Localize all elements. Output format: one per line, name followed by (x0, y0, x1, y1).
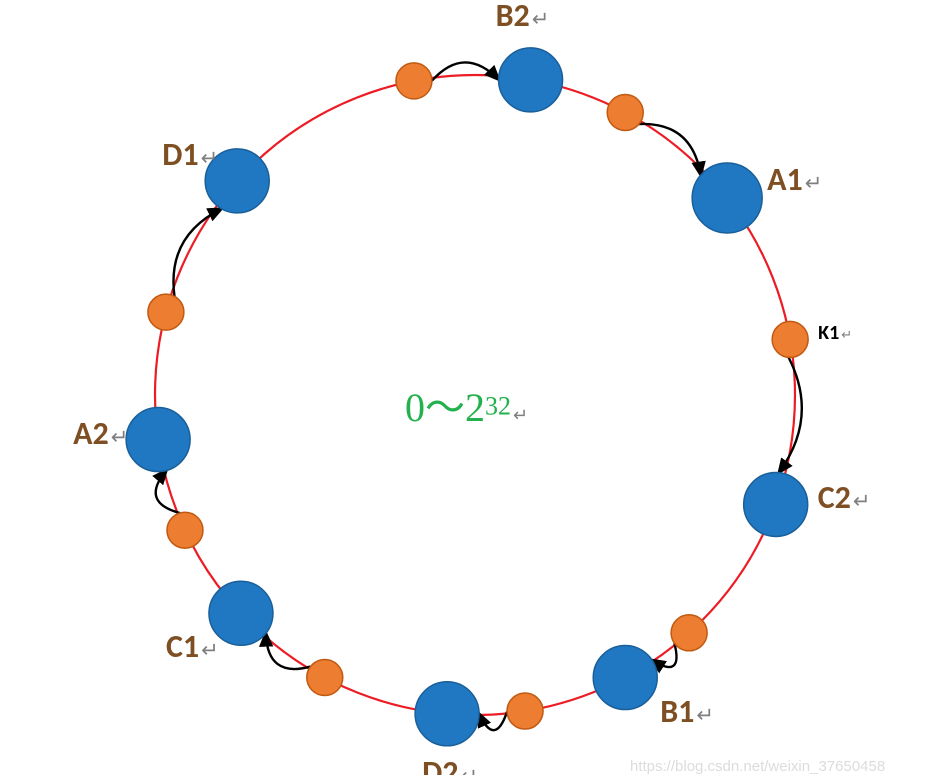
server-label-a1: A1↵ (767, 160, 822, 199)
range-base: 0～2 (405, 385, 485, 430)
mapping-arrow (778, 357, 801, 473)
return-mark-icon: ↵ (532, 8, 549, 31)
server-node-b1 (593, 646, 657, 710)
server-node-d2 (415, 682, 479, 746)
key-node (772, 321, 808, 357)
server-label-d2: D2↵ (422, 753, 478, 775)
mapping-arrow (639, 124, 701, 176)
server-node-c1 (209, 581, 273, 645)
server-label-d2-text: D2 (422, 753, 458, 775)
server-node-b2 (499, 48, 563, 112)
mapping-arrow (156, 470, 180, 513)
server-label-d1-text: D1 (162, 135, 198, 174)
return-mark-icon: ↵ (201, 147, 218, 170)
server-label-c1-text: C1 (166, 627, 199, 666)
mapping-arrow (432, 62, 499, 80)
server-node-a1 (692, 163, 762, 233)
key-label-k1: K1↵ (818, 321, 852, 345)
key-node (396, 63, 432, 99)
return-mark-icon: ↵ (841, 327, 852, 342)
server-label-b2-text: B2 (496, 0, 530, 35)
range-exponent: 32 (485, 392, 511, 421)
server-label-c1: C1↵ (166, 627, 219, 666)
server-label-a2-text: A2 (73, 414, 109, 453)
hash-space-range: 0～232↵ (405, 375, 528, 433)
return-mark-icon: ↵ (111, 426, 128, 449)
key-node (607, 94, 643, 130)
return-mark-icon: ↵ (696, 704, 713, 727)
server-label-d1: D1↵ (162, 135, 218, 174)
return-mark-icon: ↵ (805, 172, 822, 195)
return-mark-icon: ↵ (513, 405, 528, 425)
server-label-a2: A2↵ (73, 414, 128, 453)
key-node (148, 294, 184, 330)
server-label-b1-text: B1 (660, 692, 694, 731)
key-label-k1-text: K1 (818, 321, 839, 345)
return-mark-icon: ↵ (201, 639, 218, 662)
mapping-arrow (266, 632, 311, 669)
server-label-c2: C2↵ (818, 478, 871, 517)
server-node-a2 (126, 408, 190, 472)
mapping-arrow (173, 208, 222, 296)
return-mark-icon: ↵ (461, 765, 478, 775)
watermark-text: https://blog.csdn.net/weixin_37650458 (630, 758, 885, 775)
key-node (307, 660, 343, 696)
server-label-b2: B2↵ (496, 0, 550, 35)
server-node-c2 (744, 472, 808, 536)
server-label-a1-text: A1 (767, 160, 803, 199)
return-mark-icon: ↵ (853, 490, 870, 513)
key-node (167, 512, 203, 548)
key-node (671, 615, 707, 651)
server-label-b1: B1↵ (660, 692, 714, 731)
key-node (507, 693, 543, 729)
server-label-c2-text: C2 (818, 478, 851, 517)
